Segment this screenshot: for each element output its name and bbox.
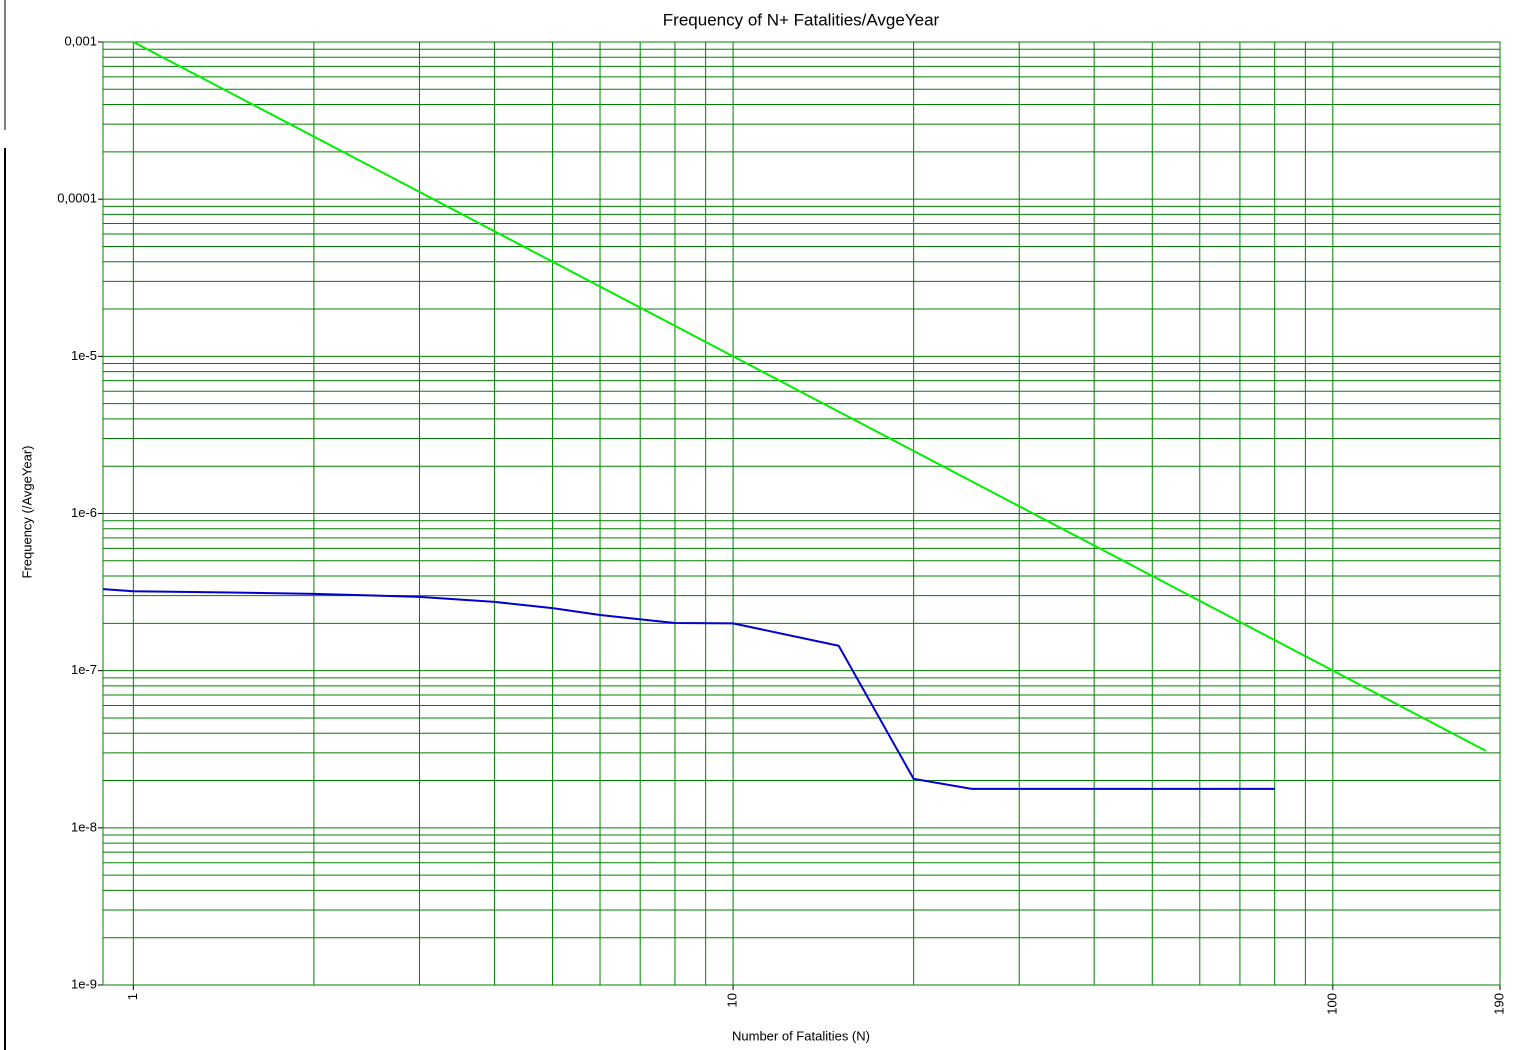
data-line: [102, 588, 1275, 790]
y-tick-label: 1e-7: [71, 662, 97, 677]
y-tick-label: 0,001: [64, 33, 97, 48]
y-tick-label: 1e-8: [71, 819, 97, 834]
x-tick-label: 190: [1491, 993, 1506, 1015]
x-axis-label: Number of Fatalities (N): [732, 1028, 870, 1043]
y-tick-label: 1e-6: [71, 505, 97, 520]
chart-title: Frequency of N+ Fatalities/AvgeYear: [663, 10, 940, 29]
plot-border: [102, 41, 1501, 986]
y-tick-label: 1e-5: [71, 348, 97, 363]
data-line: [132, 41, 1487, 752]
y-tick-label: 1e-9: [71, 976, 97, 991]
x-tick-label: 10: [725, 993, 740, 1007]
x-tick-label: 1: [125, 993, 140, 1000]
y-axis-label: Frequency (/AvgeYear): [19, 446, 34, 579]
y-tick-label: 0,0001: [57, 191, 97, 206]
x-tick-label: 100: [1324, 993, 1339, 1015]
